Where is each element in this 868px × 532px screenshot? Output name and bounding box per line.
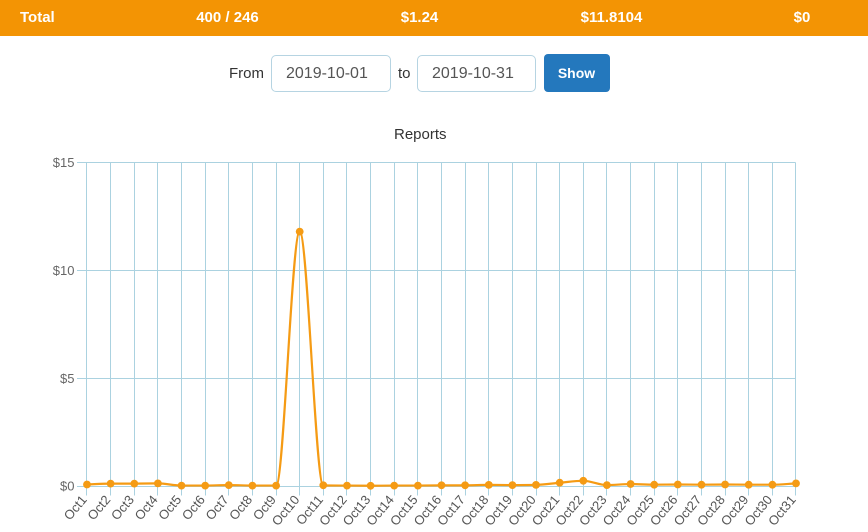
svg-text:Oct5: Oct5: [155, 492, 184, 523]
svg-text:$10: $10: [53, 263, 75, 278]
svg-text:Oct3: Oct3: [108, 492, 137, 523]
svg-text:Oct6: Oct6: [179, 492, 208, 523]
svg-text:$15: $15: [53, 155, 75, 170]
svg-text:Oct2: Oct2: [84, 492, 113, 523]
svg-text:Oct8: Oct8: [226, 492, 255, 523]
svg-text:$5: $5: [60, 371, 74, 386]
svg-text:Oct4: Oct4: [132, 492, 161, 523]
svg-text:Oct1: Oct1: [61, 492, 90, 523]
svg-text:$0: $0: [60, 479, 74, 494]
svg-text:Oct7: Oct7: [202, 492, 231, 523]
